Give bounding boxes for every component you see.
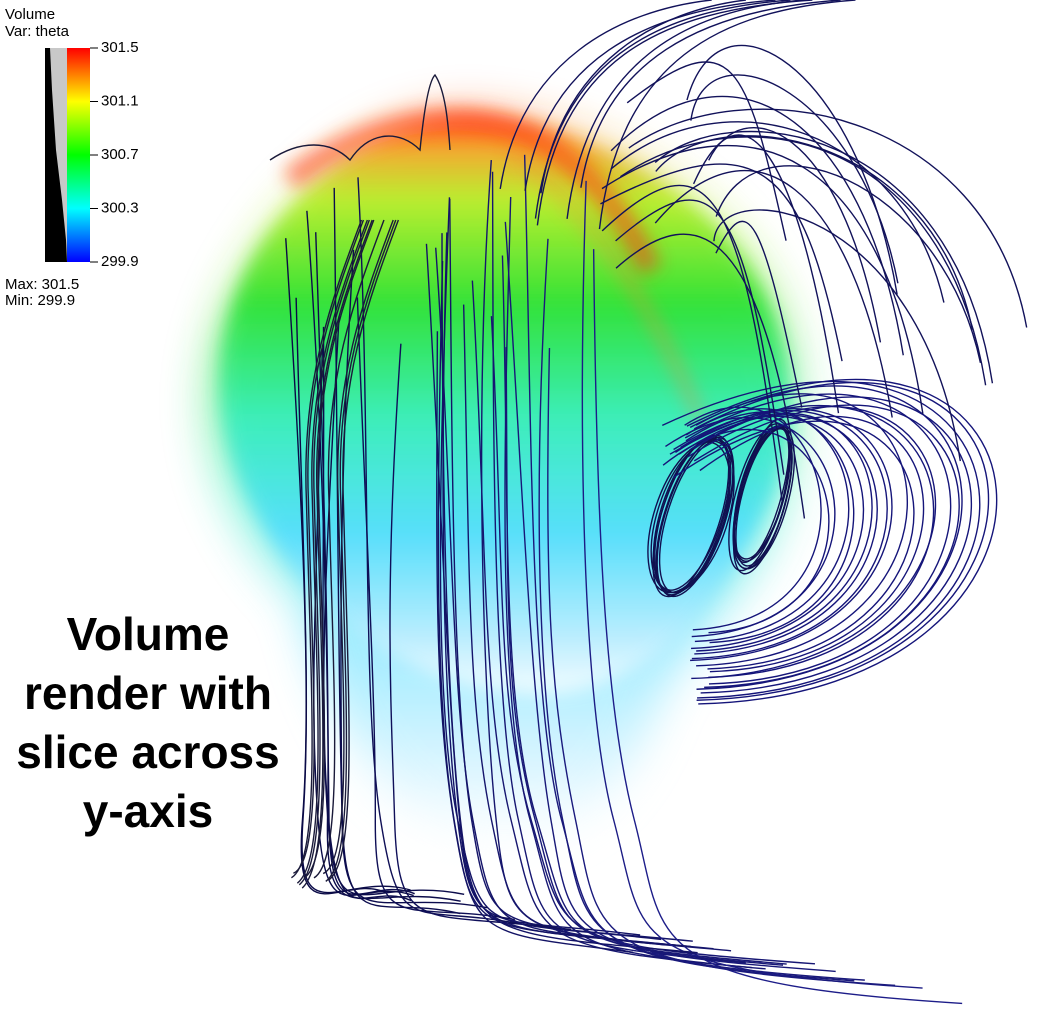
volume-render [207,112,797,841]
color-bar [67,48,90,262]
caption-line: Volume [67,608,230,660]
color-legend: Volume Var: theta 301.5 301.1 300.7 300.3 29… [5,6,139,309]
caption-line: y-axis [83,785,213,837]
legend-max: Max: 301.5 [5,276,79,293]
legend-title: Volume [5,6,55,23]
render-window: Volume Var: theta 301.5 301.1 300.7 300.3 29… [0,0,1051,1014]
legend-tick-label: 299.9 [101,253,139,270]
legend-tick-label: 301.1 [101,92,139,109]
scene: Volume Var: theta 301.5 301.1 300.7 300.3 29… [0,0,1051,1014]
legend-variable: Var: theta [5,23,70,40]
legend-tick-label: 300.7 [101,146,139,163]
caption-line: render with [24,667,272,719]
caption: Volume render with slice across y-axis [16,608,279,837]
legend-tick-label: 301.5 [101,39,139,56]
legend-tick-label: 300.3 [101,199,139,216]
legend-min: Min: 299.9 [5,292,75,309]
caption-line: slice across [16,726,279,778]
